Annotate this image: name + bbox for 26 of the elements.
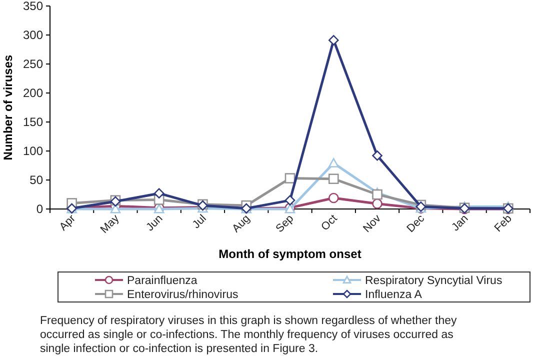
legend-label: Parainfluenza bbox=[127, 275, 198, 288]
y-axis-title: Number of viruses bbox=[1, 54, 15, 160]
x-tick-label: Sep bbox=[274, 212, 296, 235]
legend-label: Influenza A bbox=[365, 289, 422, 302]
y-tick-label: 100 bbox=[22, 144, 44, 158]
x-tick-label: Dec bbox=[404, 212, 428, 235]
x-tick-label: Jan bbox=[450, 212, 471, 234]
x-tick-label: Oct bbox=[319, 212, 340, 234]
x-tick-label: Aug bbox=[230, 212, 252, 235]
x-tick-label: May bbox=[98, 212, 122, 236]
legend-label: Respiratory Syncytial Virus bbox=[365, 275, 502, 288]
x-tick-label: Nov bbox=[361, 212, 384, 235]
y-tick-label: 150 bbox=[22, 115, 44, 130]
y-tick-label: 50 bbox=[30, 173, 44, 188]
x-tick-label: Feb bbox=[492, 212, 514, 235]
x-tick-label: Jul bbox=[190, 212, 209, 232]
x-tick-label: Apr bbox=[57, 212, 78, 234]
x-tick-label: Jun bbox=[144, 212, 166, 234]
text: Frequency of respiratory viruses in this graph is shown regardless of whether they occurred as single or co-infections. The monthly frequency of viruses occurred as single infection or co-infection is presented in Figure 3. bbox=[40, 315, 457, 355]
y-tick-label: 300 bbox=[22, 28, 44, 42]
y-tick-label: 350 bbox=[22, 0, 44, 14]
y-tick-label: 200 bbox=[22, 86, 44, 100]
y-tick-label: 0 bbox=[36, 202, 44, 216]
y-tick-label: 250 bbox=[22, 57, 44, 72]
x-axis-title: Month of symptom onset bbox=[218, 247, 362, 261]
legend-label: Enterovirus/rhinovirus bbox=[127, 289, 238, 302]
